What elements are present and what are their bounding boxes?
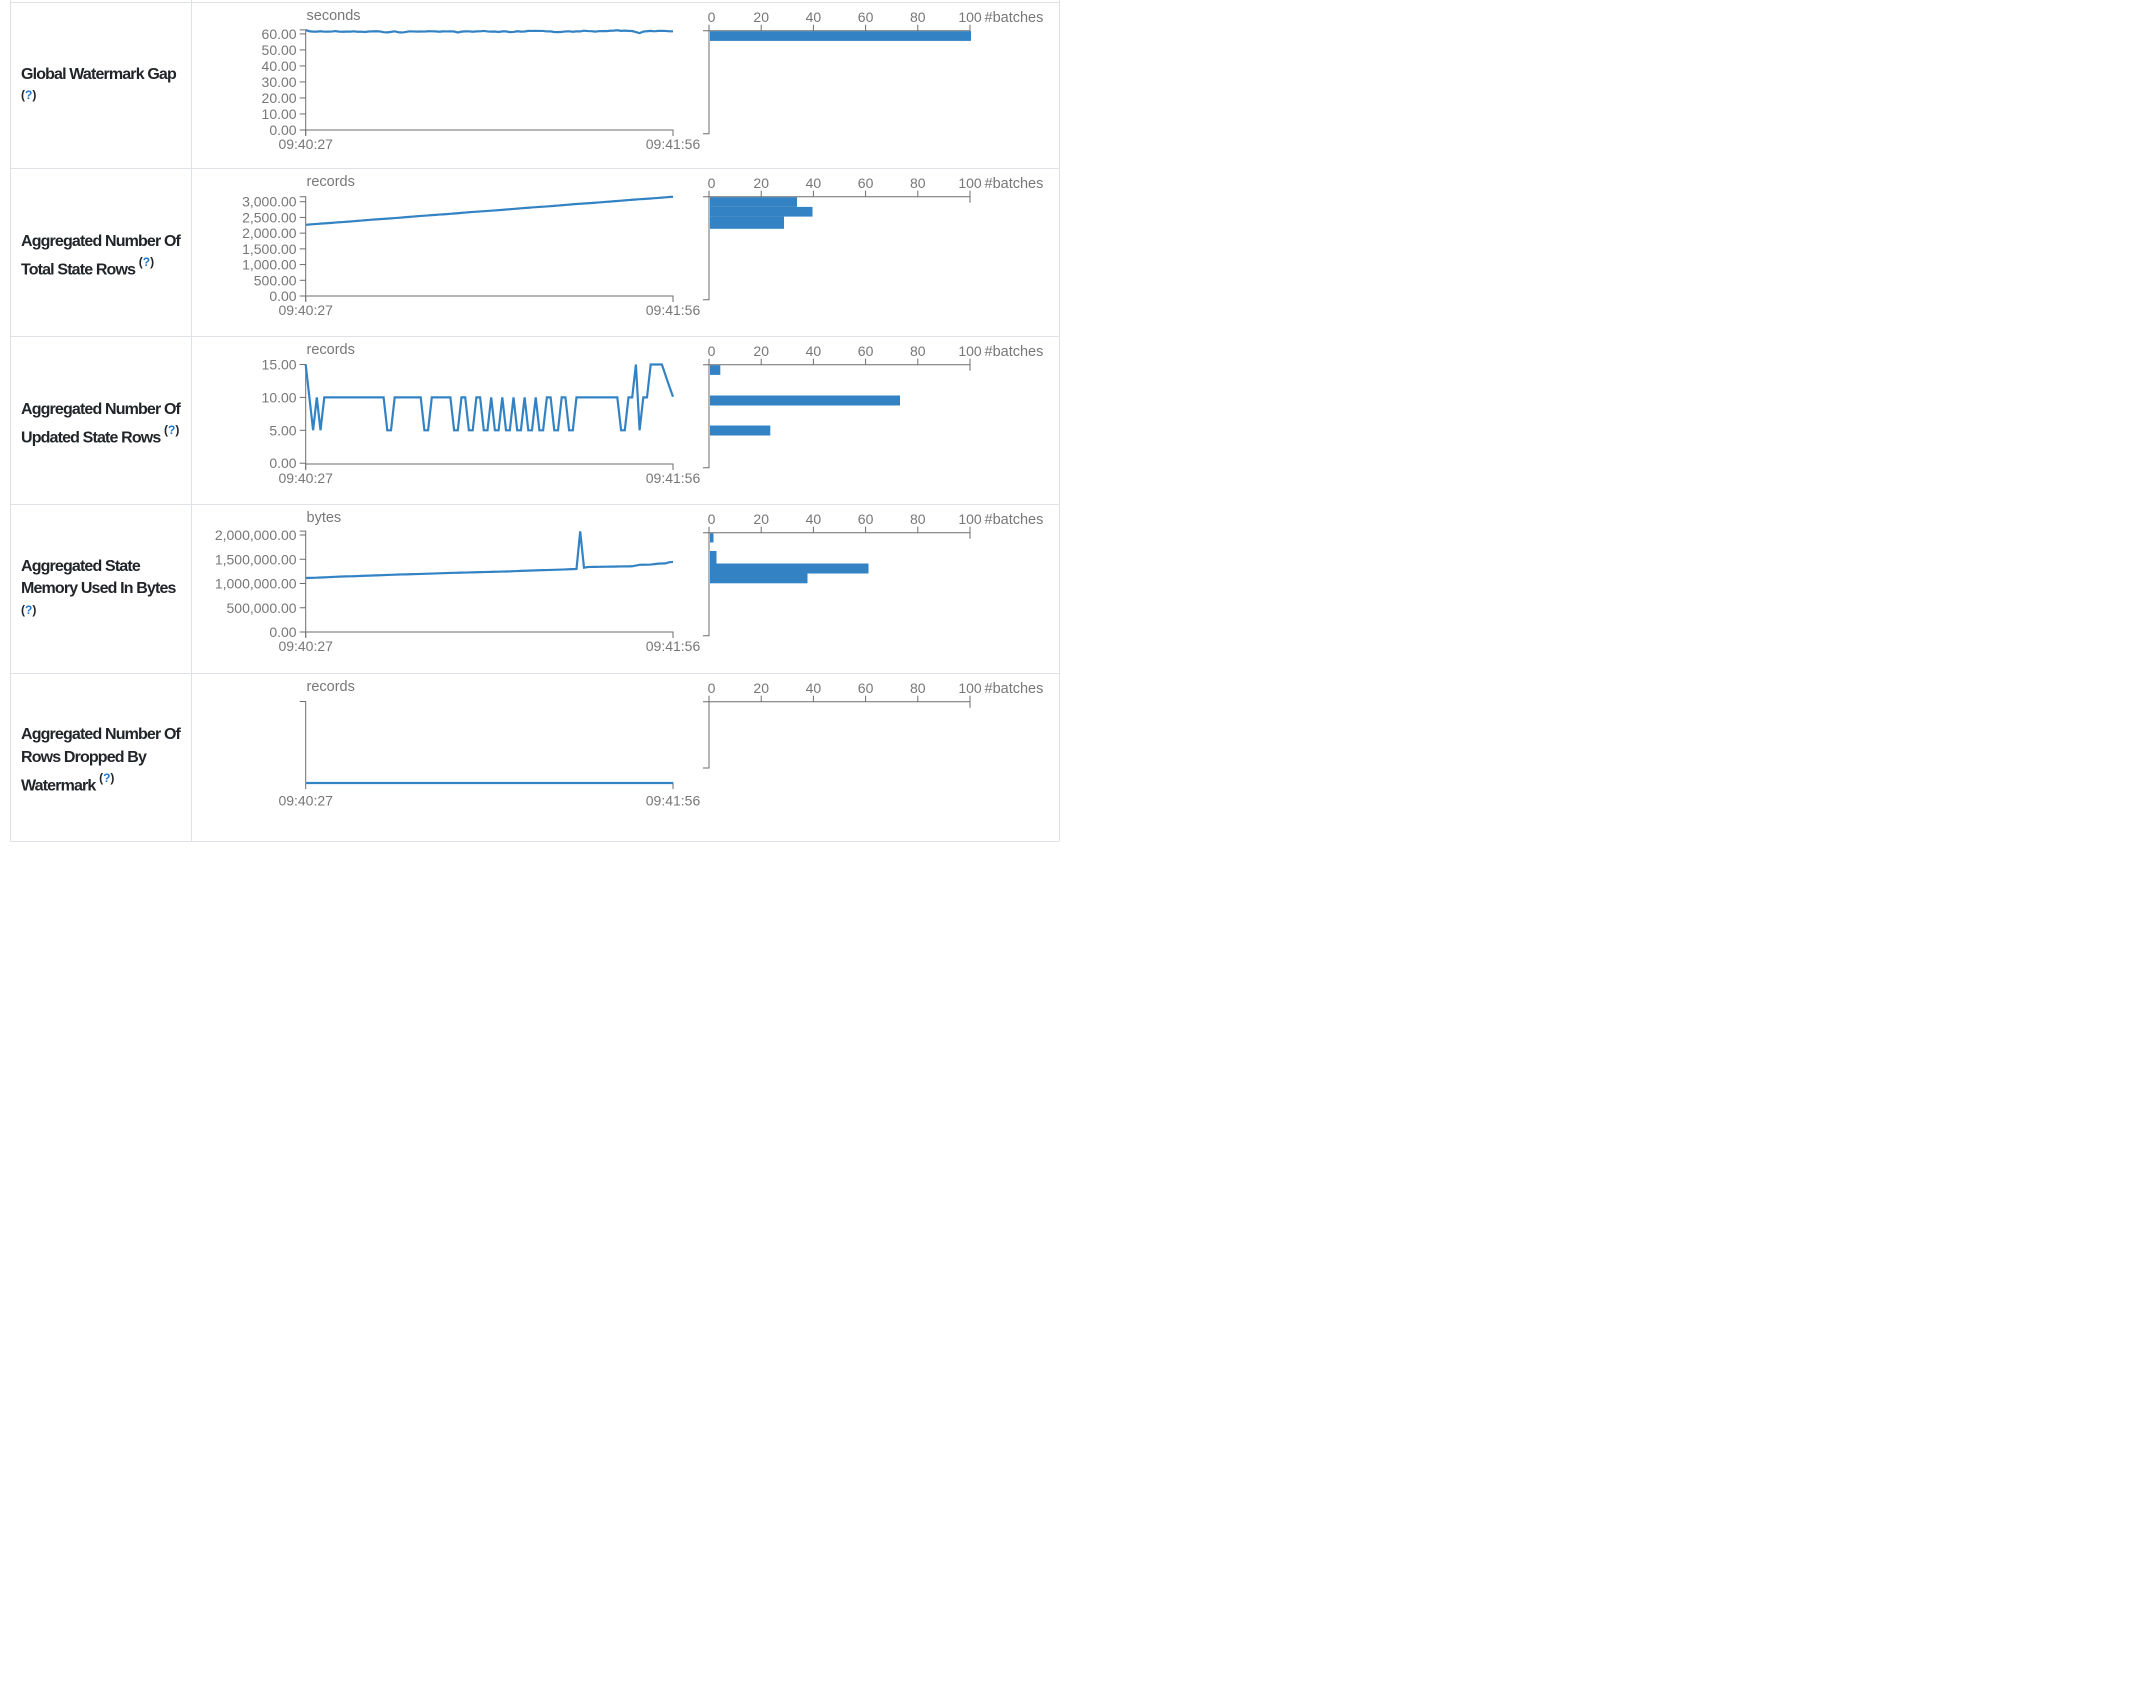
svg-text:09:40:27: 09:40:27	[278, 792, 333, 808]
svg-text:40.00: 40.00	[262, 58, 297, 74]
svg-text:5.00: 5.00	[269, 422, 296, 438]
svg-text:80: 80	[910, 511, 926, 527]
svg-text:1,000.00: 1,000.00	[242, 257, 297, 273]
svg-text:09:40:27: 09:40:27	[278, 470, 333, 486]
svg-text:1,500.00: 1,500.00	[242, 241, 297, 257]
svg-text:#batches: #batches	[985, 344, 1044, 360]
svg-text:#batches: #batches	[985, 512, 1044, 528]
svg-text:#batches: #batches	[985, 176, 1044, 192]
svg-text:100: 100	[958, 511, 982, 527]
svg-text:20: 20	[753, 175, 769, 191]
svg-text:10.00: 10.00	[262, 106, 297, 122]
svg-text:60: 60	[858, 680, 874, 696]
svg-text:100: 100	[958, 680, 982, 696]
svg-text:1,000,000.00: 1,000,000.00	[215, 576, 297, 592]
svg-text:09:41:56: 09:41:56	[646, 470, 701, 486]
svg-text:#batches: #batches	[985, 681, 1044, 697]
svg-text:bytes: bytes	[307, 510, 342, 526]
svg-text:0.00: 0.00	[269, 455, 296, 471]
svg-text:0: 0	[708, 680, 716, 696]
svg-text:60: 60	[858, 9, 874, 25]
svg-text:40: 40	[806, 680, 822, 696]
svg-text:09:40:27: 09:40:27	[278, 302, 333, 318]
svg-text:09:41:56: 09:41:56	[646, 136, 701, 152]
svg-text:20: 20	[753, 680, 769, 696]
svg-text:80: 80	[910, 680, 926, 696]
svg-text:2,500.00: 2,500.00	[242, 210, 297, 226]
svg-text:60: 60	[858, 343, 874, 359]
svg-text:20: 20	[753, 9, 769, 25]
svg-text:0: 0	[708, 9, 716, 25]
svg-text:09:40:27: 09:40:27	[278, 638, 333, 654]
svg-text:20.00: 20.00	[262, 90, 297, 106]
svg-text:30.00: 30.00	[262, 74, 297, 90]
svg-text:records: records	[307, 679, 355, 695]
svg-text:records: records	[307, 174, 355, 190]
svg-text:0: 0	[708, 511, 716, 527]
svg-text:60: 60	[858, 511, 874, 527]
svg-text:09:40:27: 09:40:27	[278, 136, 333, 152]
svg-text:500,000.00: 500,000.00	[227, 600, 297, 616]
svg-text:09:41:56: 09:41:56	[646, 792, 701, 808]
svg-text:500.00: 500.00	[254, 273, 297, 289]
svg-text:100: 100	[958, 175, 982, 191]
svg-text:40: 40	[806, 9, 822, 25]
svg-text:09:41:56: 09:41:56	[646, 638, 701, 654]
svg-text:40: 40	[806, 511, 822, 527]
svg-text:#batches: #batches	[985, 10, 1044, 26]
svg-text:60: 60	[858, 175, 874, 191]
svg-text:40: 40	[806, 175, 822, 191]
svg-text:15.00: 15.00	[262, 356, 297, 372]
svg-text:20: 20	[753, 511, 769, 527]
svg-text:0: 0	[708, 175, 716, 191]
svg-text:0.00: 0.00	[269, 122, 296, 138]
svg-text:09:41:56: 09:41:56	[646, 302, 701, 318]
svg-text:80: 80	[910, 9, 926, 25]
svg-text:40: 40	[806, 343, 822, 359]
svg-text:seconds: seconds	[307, 8, 361, 24]
svg-text:10.00: 10.00	[262, 389, 297, 405]
svg-text:50.00: 50.00	[262, 42, 297, 58]
svg-text:1,500,000.00: 1,500,000.00	[215, 551, 297, 567]
svg-text:80: 80	[910, 343, 926, 359]
svg-text:100: 100	[958, 343, 982, 359]
svg-text:3,000.00: 3,000.00	[242, 194, 297, 210]
svg-text:2,000,000.00: 2,000,000.00	[215, 527, 297, 543]
svg-text:0.00: 0.00	[269, 624, 296, 640]
svg-text:100: 100	[958, 9, 982, 25]
svg-text:0: 0	[708, 343, 716, 359]
svg-text:records: records	[307, 342, 355, 358]
svg-text:20: 20	[753, 343, 769, 359]
svg-text:60.00: 60.00	[262, 26, 297, 42]
svg-text:0.00: 0.00	[269, 288, 296, 304]
svg-text:80: 80	[910, 175, 926, 191]
svg-text:2,000.00: 2,000.00	[242, 225, 297, 241]
